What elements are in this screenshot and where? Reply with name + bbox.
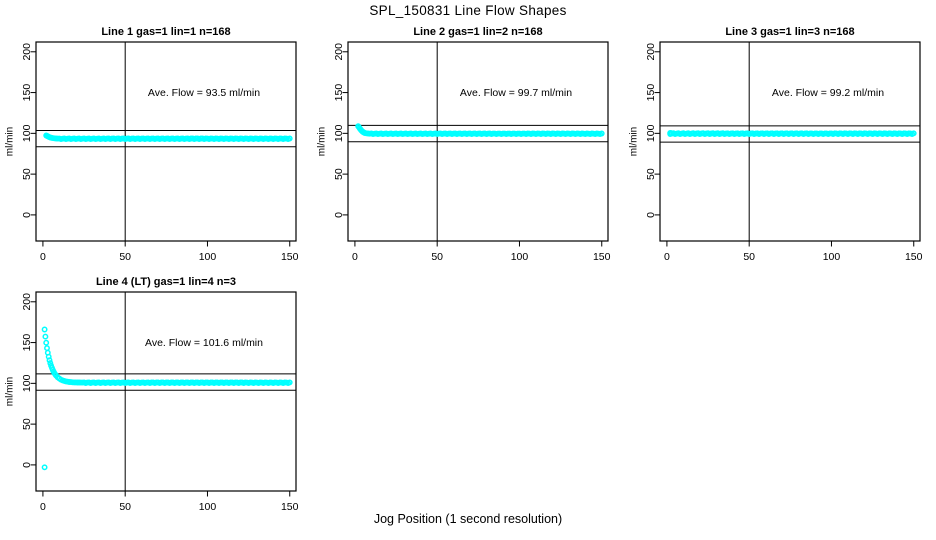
- y-tick-label: 0: [21, 462, 33, 468]
- x-tick-label: 0: [40, 501, 46, 513]
- panel-title: Line 2 gas=1 lin=2 n=168: [413, 26, 542, 38]
- y-tick-label: 100: [21, 374, 33, 392]
- chart-panel-line-3: Line 3 gas=1 lin=3 n=168 0 50 100 150 200 0 50 1…: [624, 22, 936, 272]
- panel-title: Line 1 gas=1 lin=1 n=168: [101, 26, 230, 38]
- y-axis-label: ml/min: [317, 127, 328, 156]
- data-point: [47, 360, 54, 367]
- ave-flow-annotation: Ave. Flow = 99.7 ml/min: [460, 87, 572, 99]
- x-tick-label: 150: [905, 251, 923, 263]
- y-tick-label: 200: [21, 43, 33, 61]
- ave-flow-annotation: Ave. Flow = 101.6 ml/min: [145, 337, 263, 349]
- x-tick-label: 50: [431, 251, 443, 263]
- x-tick-label: 150: [281, 501, 299, 513]
- plot-box: [35, 41, 297, 242]
- figure-title: SPL_150831 Line Flow Shapes: [369, 3, 567, 18]
- y-axis-label: ml/min: [629, 127, 640, 156]
- y-tick-label: 100: [21, 124, 33, 142]
- y-tick-label: 0: [333, 212, 345, 218]
- data-point: [41, 464, 48, 471]
- data-point: [42, 333, 49, 340]
- x-tick-label: 0: [664, 251, 670, 263]
- y-tick-label: 50: [645, 168, 657, 180]
- data-point: [46, 357, 53, 364]
- y-tick-label: 50: [21, 168, 33, 180]
- y-tick-label: 100: [333, 124, 345, 142]
- x-tick-label: 50: [119, 251, 131, 263]
- x-tick-label: 100: [511, 251, 529, 263]
- y-tick-label: 150: [333, 84, 345, 102]
- plot-box: [35, 291, 297, 492]
- y-tick-label: 150: [645, 84, 657, 102]
- y-tick-label: 150: [21, 84, 33, 102]
- y-axis-label: ml/min: [5, 377, 16, 406]
- panel-title: Line 4 (LT) gas=1 lin=4 n=3: [96, 276, 236, 288]
- x-tick-label: 100: [199, 501, 217, 513]
- y-tick-label: 0: [645, 212, 657, 218]
- x-tick-label: 50: [119, 501, 131, 513]
- y-tick-label: 150: [21, 334, 33, 352]
- y-axis-label: ml/min: [5, 127, 16, 156]
- x-tick-label: 0: [352, 251, 358, 263]
- ave-flow-annotation: Ave. Flow = 93.5 ml/min: [148, 87, 260, 99]
- y-tick-label: 200: [21, 293, 33, 311]
- data-point: [41, 326, 48, 333]
- chart-svg: Line 1 gas=1 lin=1 n=168 0 50 100 150 200 0 50 1…: [5, 26, 299, 263]
- panel-title: Line 3 gas=1 lin=3 n=168: [725, 26, 854, 38]
- data-point: [43, 339, 50, 346]
- data-point: [286, 135, 293, 142]
- chart-svg: Line 2 gas=1 lin=2 n=168 0 50 100 150 200 0 50 1…: [317, 26, 611, 263]
- chart-svg: Line 3 gas=1 lin=3 n=168 0 50 100 150 200 0 50 1…: [629, 26, 923, 263]
- data-point: [598, 130, 605, 137]
- chart-panel-line-4: Line 4 (LT) gas=1 lin=4 n=3 0 50 100 150 200 0…: [0, 272, 312, 522]
- x-tick-label: 150: [281, 251, 299, 263]
- x-axis-title: Jog Position (1 second resolution): [373, 512, 563, 526]
- y-tick-label: 0: [21, 212, 33, 218]
- data-point: [286, 379, 293, 386]
- y-tick-label: 200: [333, 43, 345, 61]
- x-tick-label: 150: [593, 251, 611, 263]
- chart-panel-line-1: Line 1 gas=1 lin=1 n=168 0 50 100 150 200 0 50 1…: [0, 22, 312, 272]
- plot-box: [659, 41, 921, 242]
- x-tick-label: 50: [743, 251, 755, 263]
- x-tick-label: 100: [199, 251, 217, 263]
- chart-svg: Line 4 (LT) gas=1 lin=4 n=3 0 50 100 150 200 0…: [5, 276, 299, 513]
- y-tick-label: 50: [333, 168, 345, 180]
- ave-flow-annotation: Ave. Flow = 99.2 ml/min: [772, 87, 884, 99]
- y-tick-label: 100: [645, 124, 657, 142]
- x-tick-label: 0: [40, 251, 46, 263]
- chart-panel-line-2: Line 2 gas=1 lin=2 n=168 0 50 100 150 200 0 50 1…: [312, 22, 624, 272]
- data-point: [910, 130, 917, 137]
- data-point: [44, 345, 50, 352]
- x-tick-label: 100: [823, 251, 841, 263]
- y-tick-label: 50: [21, 418, 33, 430]
- y-tick-label: 200: [645, 43, 657, 61]
